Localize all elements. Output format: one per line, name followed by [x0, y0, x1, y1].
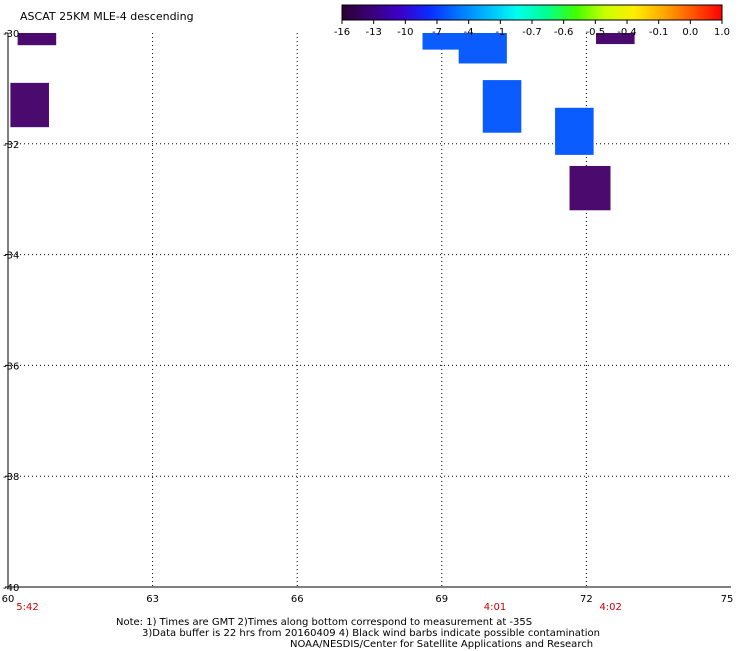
colorbar-label: 0.0 [682, 27, 698, 38]
colorbar-label: -10 [397, 27, 413, 38]
wind-cell [458, 33, 507, 64]
pass-time-label: 4:01 [484, 602, 506, 613]
colorbar-label: -16 [334, 27, 350, 38]
x-tick-label: 69 [435, 594, 448, 605]
colorbar-label: -13 [365, 27, 381, 38]
wind-cell [482, 80, 522, 133]
wind-cell [596, 33, 635, 45]
wind-cell [569, 165, 611, 211]
colorbar-scale [341, 4, 723, 21]
y-tick-label: -40 [3, 583, 19, 594]
note-line-3: NOAA/NESDIS/Center for Satellite Applica… [290, 639, 594, 650]
pass-time-label: 5:42 [16, 602, 38, 613]
x-tick-labels: 60 63 66 69 72 75 [2, 594, 734, 605]
colorbar-label: -0.5 [586, 27, 606, 38]
y-tick-label: -30 [3, 29, 19, 40]
pass-time-labels: 5:42 4:01 4:02 [16, 602, 622, 613]
colorbar-label: -7 [432, 27, 442, 38]
wind-cell [422, 33, 462, 50]
colorbar-label: -0.4 [617, 27, 637, 38]
map-title: ASCAT 25KM MLE-4 descending [20, 10, 194, 23]
x-tick-label: 75 [721, 594, 734, 605]
colorbar-label: -0.1 [649, 27, 669, 38]
wind-cell [17, 33, 57, 46]
note-line-2: 3)Data buffer is 22 hrs from 20160409 4)… [142, 628, 600, 639]
colorbar: -16 -13 -10 -7 -4 -1 -0.7 -0.6 -0.5 -0.4 -0.1 0.0 1.… [334, 4, 730, 38]
x-tick-label: 72 [580, 594, 593, 605]
wind-cell [10, 82, 49, 128]
graticule-grid [8, 33, 731, 587]
pass-time-label: 4:02 [599, 602, 621, 613]
axis-frame [7, 33, 731, 588]
y-tick-label: -32 [3, 140, 19, 151]
x-tick-label: 66 [291, 594, 304, 605]
note-line-1: Note: 1) Times are GMT 2)Times along bot… [116, 617, 533, 628]
wind-cells [10, 33, 635, 211]
colorbar-label: -0.7 [522, 27, 542, 38]
y-tick-labels: -30 -32 -34 -36 -38 -40 [3, 29, 19, 594]
y-tick-label: -38 [3, 472, 19, 483]
wind-cell [555, 107, 594, 155]
x-tick-label: 60 [2, 594, 15, 605]
x-tick-label: 63 [146, 594, 159, 605]
colorbar-label: 1.0 [714, 27, 730, 38]
colorbar-label: -4 [464, 27, 474, 38]
colorbar-label: -0.6 [554, 27, 574, 38]
y-tick-label: -36 [3, 361, 19, 372]
colorbar-label: -1 [495, 27, 505, 38]
y-tick-label: -34 [3, 251, 19, 262]
